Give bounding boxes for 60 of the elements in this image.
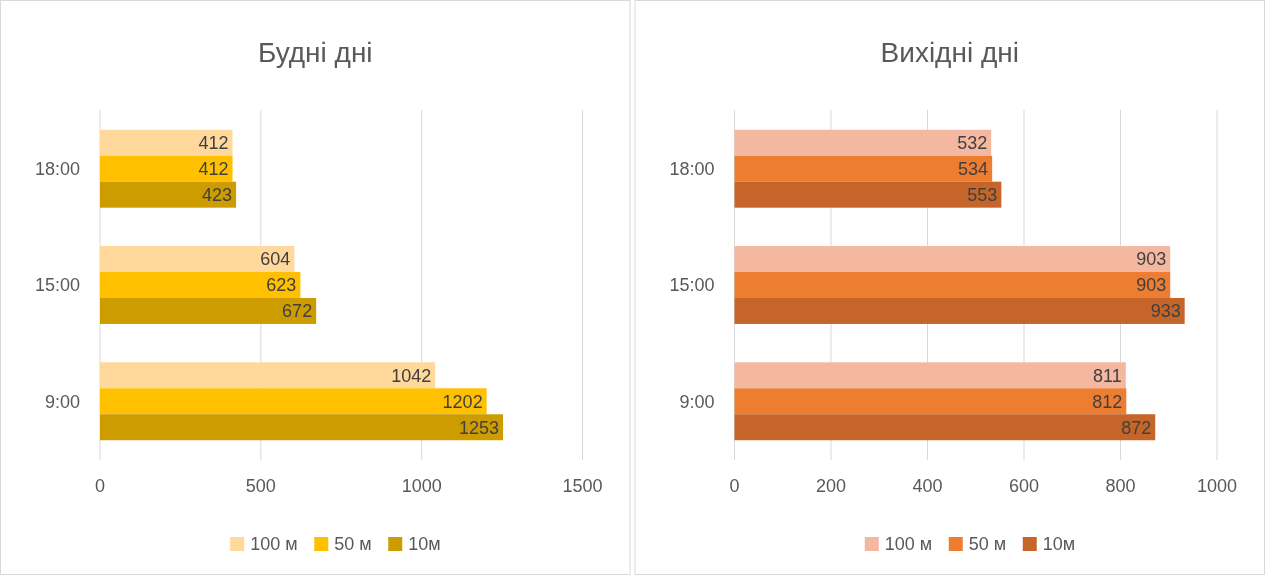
bar xyxy=(100,388,487,415)
x-tick-label: 0 xyxy=(729,476,740,496)
bar xyxy=(100,362,436,389)
data-label: 532 xyxy=(957,133,988,154)
x-tick-label: 0 xyxy=(94,476,106,496)
bar xyxy=(734,414,1156,441)
y-tick-label: 18:00 xyxy=(669,159,715,180)
data-label: 553 xyxy=(967,184,998,205)
y-tick-label: 9:00 xyxy=(44,391,80,412)
data-label: 903 xyxy=(1136,249,1167,270)
x-tick-label: 1000 xyxy=(401,476,442,496)
x-tick-label: 1500 xyxy=(562,476,603,496)
legend-label: 10м xyxy=(1042,534,1076,555)
data-label: 623 xyxy=(266,275,297,296)
data-label: 872 xyxy=(1121,417,1152,438)
x-tick-label: 600 xyxy=(1008,476,1040,496)
data-label: 812 xyxy=(1092,391,1123,412)
data-label: 903 xyxy=(1136,275,1167,296)
bar xyxy=(100,246,295,273)
x-tick-label: 400 xyxy=(912,476,943,496)
bar xyxy=(100,181,237,208)
x-tick-label: 500 xyxy=(245,476,276,496)
legend-label: 50 м xyxy=(334,534,372,555)
chart-title: Вихідні дні xyxy=(880,37,1019,68)
data-label: 811 xyxy=(1093,365,1122,386)
bar xyxy=(100,297,317,324)
data-label: 1202 xyxy=(442,391,483,412)
data-label: 604 xyxy=(260,249,291,270)
y-tick-label: 9:00 xyxy=(679,391,715,412)
bar xyxy=(734,388,1127,415)
data-label: 412 xyxy=(198,133,229,154)
bar xyxy=(734,246,1171,273)
bar xyxy=(100,129,233,156)
data-label: 412 xyxy=(198,159,229,180)
data-label: 534 xyxy=(958,159,989,180)
y-tick-label: 15:00 xyxy=(669,275,715,296)
x-tick-label: 1000 xyxy=(1196,476,1238,496)
bar xyxy=(734,181,1002,208)
data-label: 423 xyxy=(202,184,233,205)
legend-label: 100 м xyxy=(250,534,298,555)
bar xyxy=(734,129,992,156)
data-label: 1042 xyxy=(391,365,432,386)
bar xyxy=(100,155,233,182)
data-label: 672 xyxy=(282,301,313,322)
y-tick-label: 15:00 xyxy=(34,275,80,296)
bar xyxy=(734,272,1171,298)
legend-label: 10м xyxy=(408,534,441,555)
bar xyxy=(100,414,504,441)
legend-label: 50 м xyxy=(968,534,1007,555)
bar xyxy=(734,362,1126,389)
bar xyxy=(734,297,1185,324)
data-label: 1253 xyxy=(459,417,500,438)
data-label: 933 xyxy=(1150,301,1181,322)
bar xyxy=(100,272,301,298)
legend-label: 100 м xyxy=(884,534,933,555)
x-tick-label: 200 xyxy=(815,476,847,496)
x-tick-label: 800 xyxy=(1105,476,1136,496)
chart-title: Будні дні xyxy=(257,37,373,68)
bar xyxy=(734,155,993,182)
y-tick-label: 18:00 xyxy=(34,159,80,180)
